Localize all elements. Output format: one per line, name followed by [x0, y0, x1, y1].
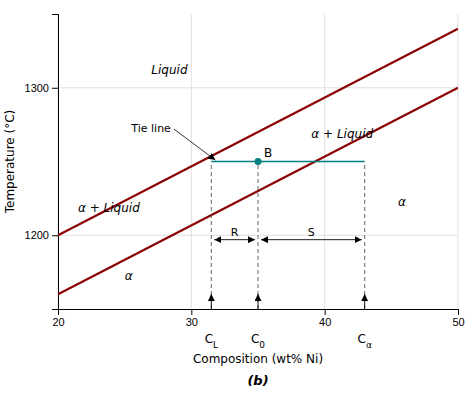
composition-subscript: α	[366, 340, 372, 350]
y-axis-title: Temperature (°C)	[3, 110, 17, 215]
y-axis: 1200 1300	[25, 15, 59, 310]
region-label: α	[398, 195, 406, 209]
x-axis-title: Composition (wt% Ni)	[193, 352, 323, 366]
grid	[58, 14, 458, 309]
lever-arrow	[214, 239, 255, 240]
x-tick-label: 50	[452, 316, 464, 328]
x-tick: 50	[452, 309, 464, 328]
region-label: α + Liquid	[78, 201, 140, 215]
lever-label: R	[231, 226, 239, 239]
composition-letter: C	[205, 332, 213, 346]
composition-label: CL	[205, 332, 218, 350]
x-tick-label: 40	[319, 316, 331, 328]
x-axis-line	[59, 310, 459, 316]
x-grid-line	[458, 14, 459, 309]
tie-line-pointer	[174, 129, 215, 160]
tie-line	[211, 161, 364, 163]
x-grid-line	[191, 14, 192, 309]
region-label: Liquid	[151, 63, 188, 77]
composition-line	[258, 162, 259, 310]
y-axis-line	[52, 15, 59, 310]
lever-arrow	[261, 239, 362, 240]
composition-subscript: L	[213, 340, 218, 350]
chart: 2030405012001300BRSCLC0CαLiquidα + Liqui…	[0, 0, 474, 395]
phase-line	[58, 29, 458, 236]
x-tick-mark	[458, 309, 459, 315]
lever-label: S	[308, 226, 315, 239]
y-grid-line	[58, 87, 458, 88]
composition-arrow	[211, 294, 212, 309]
y-tick-label: 1200	[25, 229, 49, 241]
composition-letter: C	[251, 332, 259, 346]
title: (b)	[247, 373, 268, 388]
plot: 2030405012001300BRSCLC0CαLiquidα + Liqui…	[3, 14, 465, 388]
region-label: α + Liquid	[311, 127, 373, 141]
y-tick: 1300	[25, 82, 58, 94]
composition-label: Cα	[358, 332, 372, 350]
x-tick: 20	[52, 309, 64, 328]
data	[58, 29, 458, 309]
x-tick: 40	[319, 309, 331, 328]
y-tick: 1200	[25, 229, 58, 241]
composition-label: C0	[251, 332, 265, 350]
y-tick-mark	[52, 235, 58, 236]
tie-line-label: Tie line	[130, 122, 171, 135]
composition-arrow	[258, 294, 259, 309]
annotations: BRSCLC0CαLiquidα + Liquidα + LiquidααTie…	[78, 63, 406, 350]
region-label: α	[125, 269, 133, 283]
composition-letter: C	[358, 332, 366, 346]
composition-line	[211, 162, 212, 310]
composition-subscript: 0	[259, 340, 265, 350]
x-axis: 20 30 40 50	[52, 309, 464, 328]
point	[255, 158, 262, 165]
point-label: B	[264, 146, 272, 160]
composition-arrow	[364, 294, 365, 309]
x-tick-label: 30	[186, 316, 198, 328]
x-tick-mark	[191, 309, 192, 315]
y-tick-label: 1300	[25, 82, 49, 94]
y-tick-mark	[52, 88, 58, 89]
x-tick-label: 20	[52, 316, 64, 328]
composition-line	[364, 162, 365, 310]
x-tick: 30	[186, 309, 198, 328]
x-tick-mark	[325, 309, 326, 315]
